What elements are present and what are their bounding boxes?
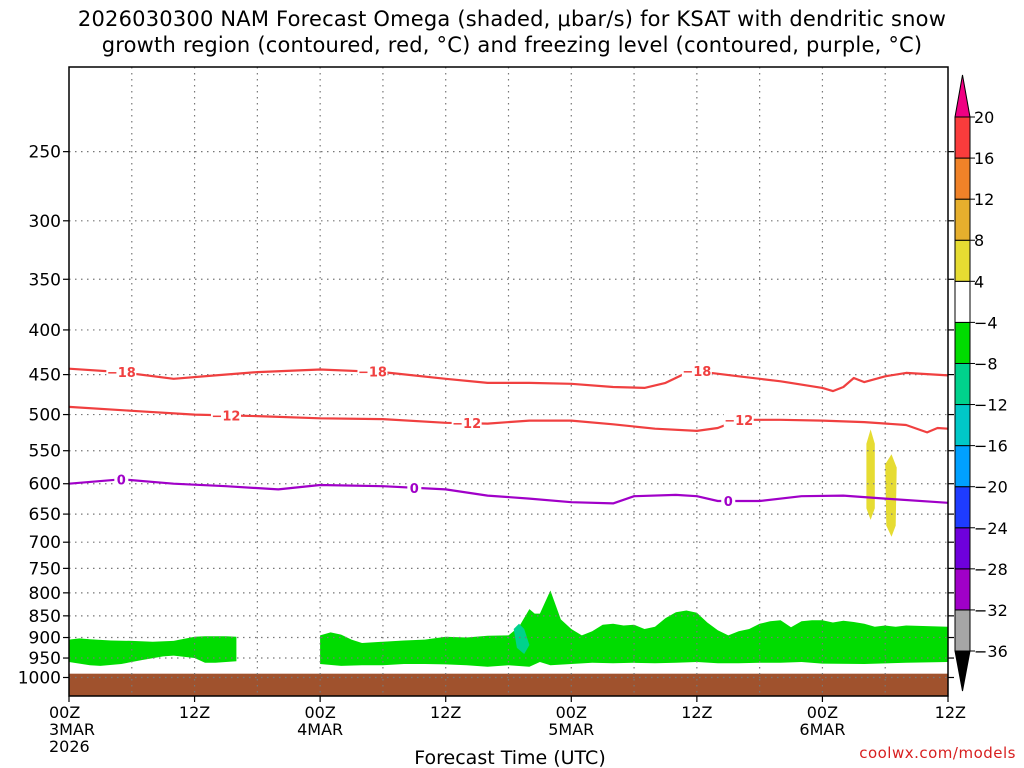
x-tick-label-7-0: 12Z bbox=[935, 703, 966, 722]
x-tick-label-4-1: 5MAR bbox=[548, 720, 594, 739]
omega-region-4 bbox=[885, 454, 897, 537]
contour-label-0-1: −18 bbox=[358, 366, 387, 381]
x-tick-label-2-1: 4MAR bbox=[297, 720, 343, 739]
colorbar-label-0: −36 bbox=[974, 642, 1008, 661]
colorbar-bottom-triangle bbox=[954, 650, 971, 692]
colorbar: −36 −32 −28 −24 −20 −16 −12 −8 −4 4 8 12 16 20 bbox=[954, 74, 1008, 692]
contour-label-bg-1-0 bbox=[210, 407, 241, 423]
contour-label-bg-1-1 bbox=[451, 415, 482, 431]
y-tick-label-11: 800 bbox=[29, 584, 61, 604]
contour-label-bg-2-0 bbox=[114, 471, 129, 487]
x-tick-label-0-2: 2026 bbox=[49, 737, 90, 756]
colorbar-label-5: −16 bbox=[974, 437, 1008, 456]
contour-label-2-0: 0 bbox=[117, 473, 126, 488]
colorbar-label-9: 4 bbox=[974, 272, 984, 291]
credit-text: coolwx.com/models bbox=[859, 744, 1016, 762]
colorbar-segment-10 bbox=[954, 198, 971, 241]
contour-line-1 bbox=[68, 405, 949, 434]
contour-label-0-2: −18 bbox=[682, 365, 711, 380]
colorbar-segment-2 bbox=[954, 527, 971, 570]
contour-label-1-1: −12 bbox=[452, 417, 481, 432]
chart-title-line-2: growth region (contoured, red, °C) and f… bbox=[101, 33, 923, 57]
colorbar-label-12: 16 bbox=[974, 149, 994, 168]
omega-region-2 bbox=[513, 623, 530, 654]
y-tick-label-1: 300 bbox=[29, 212, 61, 232]
colorbar-segment-7 bbox=[954, 321, 971, 364]
x-tick-label-1-0: 12Z bbox=[179, 703, 210, 722]
contour-label-bg-0-1 bbox=[357, 363, 388, 379]
x-axis-label: Forecast Time (UTC) bbox=[414, 747, 605, 768]
colorbar-segment-0 bbox=[954, 609, 971, 652]
contour-label-1-0: −12 bbox=[211, 409, 240, 424]
x-tick-label-2-0: 00Z bbox=[304, 703, 335, 722]
x-tick-label-0-1: 3MAR bbox=[49, 720, 95, 739]
contour-label-2-2: 0 bbox=[724, 495, 733, 510]
contour-label-bg-1-2 bbox=[723, 411, 754, 427]
y-tick-label-7: 600 bbox=[29, 475, 61, 495]
contour-line-2 bbox=[68, 478, 949, 505]
colorbar-segment-6 bbox=[954, 362, 971, 406]
colorbar-label-6: −12 bbox=[974, 396, 1008, 415]
y-tick-label-8: 650 bbox=[29, 505, 61, 525]
colorbar-segment-5 bbox=[954, 404, 971, 447]
x-tick-label-5-0: 12Z bbox=[681, 703, 712, 722]
colorbar-label-2: −28 bbox=[974, 560, 1008, 579]
colorbar-segment-9 bbox=[954, 239, 971, 282]
omega-region-1 bbox=[320, 590, 949, 667]
axes-layer: 2503003504004505005506006507007508008509… bbox=[18, 66, 966, 756]
y-tick-label-4: 450 bbox=[29, 366, 61, 386]
x-tick-label-3-0: 12Z bbox=[430, 703, 461, 722]
colorbar-segment-1 bbox=[954, 568, 971, 611]
contour-label-bg-0-0 bbox=[106, 364, 137, 380]
plot-frame bbox=[68, 66, 949, 697]
y-tick-label-5: 500 bbox=[29, 406, 61, 426]
colorbar-segment-8 bbox=[954, 280, 971, 323]
colorbar-label-13: 20 bbox=[974, 108, 994, 127]
x-tick-label-6-0: 00Z bbox=[807, 703, 838, 722]
y-tick-label-6: 550 bbox=[29, 442, 61, 462]
x-tick-label-0-0: 00Z bbox=[49, 703, 80, 722]
colorbar-label-8: −4 bbox=[974, 313, 998, 332]
y-tick-label-9: 700 bbox=[29, 533, 61, 553]
contour-layer: −18 −18 −18 −12 −12 −12 0 0 0 bbox=[68, 363, 949, 510]
contour-line-0 bbox=[68, 367, 949, 393]
colorbar-label-7: −8 bbox=[974, 354, 998, 373]
colorbar-top-triangle bbox=[954, 74, 971, 118]
y-tick-label-15: 1000 bbox=[18, 668, 61, 688]
y-tick-label-3: 400 bbox=[29, 321, 61, 341]
colorbar-segment-4 bbox=[954, 445, 971, 488]
contour-label-0-0: −18 bbox=[107, 366, 136, 381]
x-tick-label-6-1: 6MAR bbox=[799, 720, 845, 739]
colorbar-segment-11 bbox=[954, 157, 971, 200]
terrain-ground bbox=[69, 673, 948, 696]
y-tick-label-14: 950 bbox=[29, 649, 61, 669]
colorbar-segment-3 bbox=[954, 486, 971, 529]
omega-region-3 bbox=[866, 429, 875, 520]
contour-label-bg-2-2 bbox=[721, 493, 736, 509]
x-tick-label-4-0: 00Z bbox=[556, 703, 587, 722]
contour-label-2-1: 0 bbox=[410, 482, 419, 497]
grid-layer bbox=[69, 67, 948, 696]
colorbar-label-4: −20 bbox=[974, 478, 1008, 497]
y-tick-label-2: 350 bbox=[29, 270, 61, 290]
omega-region-0 bbox=[69, 636, 237, 666]
contour-label-bg-2-1 bbox=[407, 479, 422, 495]
colorbar-label-11: 12 bbox=[974, 190, 994, 209]
colorbar-label-10: 8 bbox=[974, 231, 984, 250]
y-tick-label-0: 250 bbox=[29, 143, 61, 163]
y-tick-label-12: 850 bbox=[29, 607, 61, 627]
colorbar-label-3: −24 bbox=[974, 519, 1008, 538]
chart-title-line-1: 2026030300 NAM Forecast Omega (shaded, μ… bbox=[77, 7, 947, 31]
colorbar-segment-12 bbox=[954, 116, 971, 159]
chart-title: 2026030300 NAM Forecast Omega (shaded, μ… bbox=[0, 6, 1024, 58]
colorbar-label-1: −32 bbox=[974, 601, 1008, 620]
y-tick-label-10: 750 bbox=[29, 559, 61, 579]
y-tick-label-13: 900 bbox=[29, 629, 61, 649]
terrain-layer bbox=[69, 673, 948, 696]
contour-label-1-2: −12 bbox=[724, 414, 753, 429]
contour-label-bg-0-2 bbox=[681, 363, 712, 379]
